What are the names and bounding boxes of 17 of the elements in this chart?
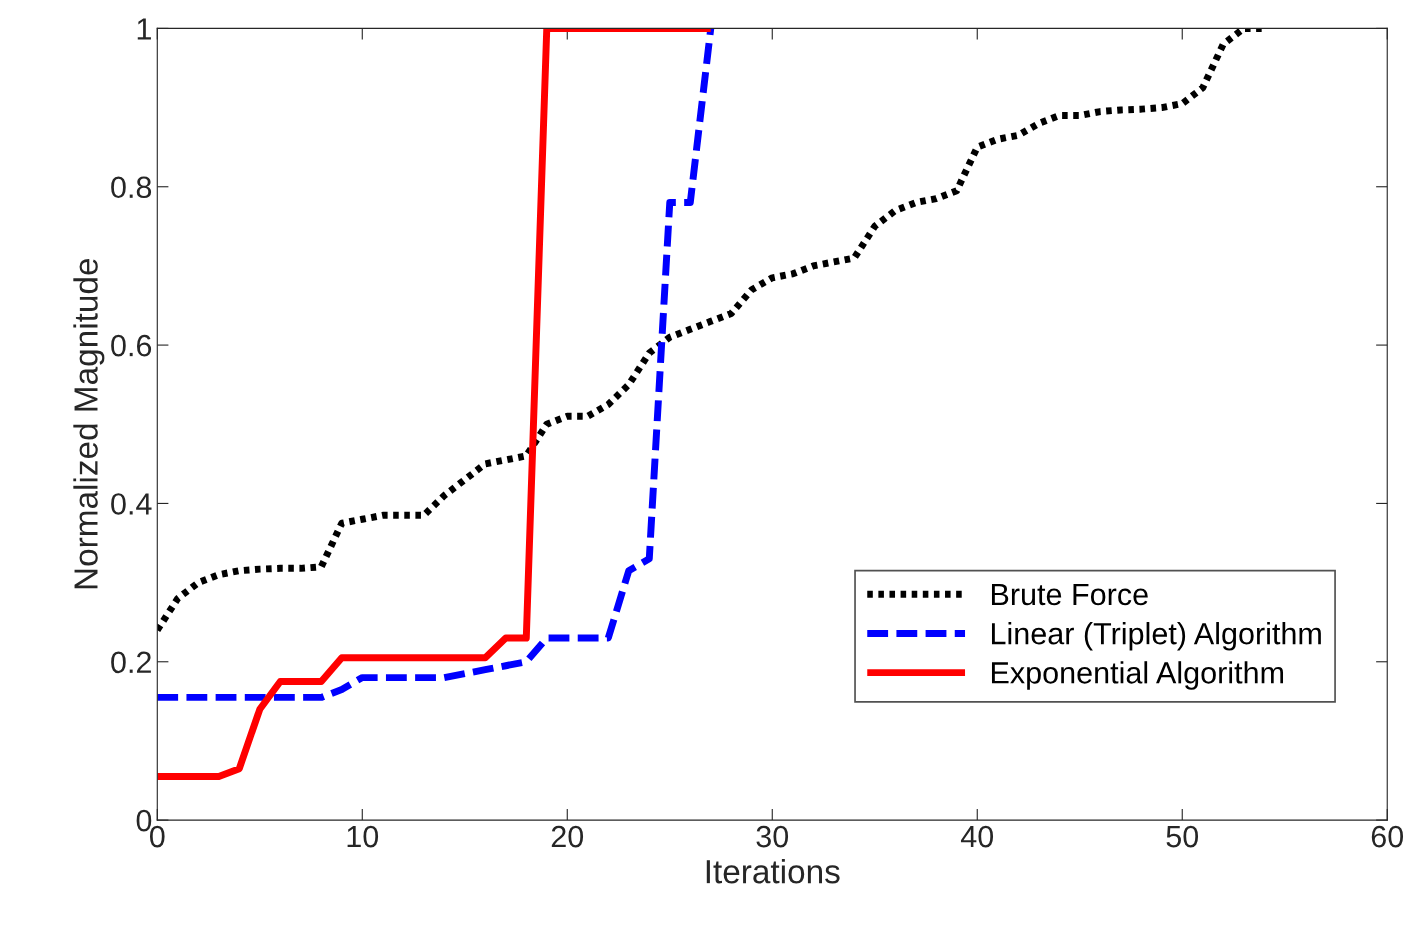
legend-label: Brute Force — [991, 583, 1148, 606]
legend-label: Linear (Triplet) Algorithm — [991, 622, 1321, 651]
legend-label: Exponential Algorithm — [991, 661, 1284, 690]
x-tick-label: 10 — [347, 825, 379, 848]
y-axis-title: Normalized Magnitude — [73, 258, 105, 589]
y-tick-label: 0.2 — [111, 651, 151, 674]
y-tick-label: 0.6 — [111, 334, 152, 357]
y-tick-label: 1 — [137, 18, 151, 40]
x-tick-label: 60 — [1371, 825, 1404, 848]
y-tick-label: 0 — [136, 809, 152, 832]
y-tick-label: 0.8 — [111, 176, 152, 199]
y-tick-label: 0.4 — [111, 493, 152, 515]
x-tick-label: 40 — [960, 825, 994, 848]
x-axis-title: Iterations — [706, 859, 840, 884]
x-tick-label: 30 — [756, 825, 789, 848]
x-tick-label: 50 — [1166, 825, 1199, 848]
x-tick-label: 20 — [551, 825, 584, 848]
